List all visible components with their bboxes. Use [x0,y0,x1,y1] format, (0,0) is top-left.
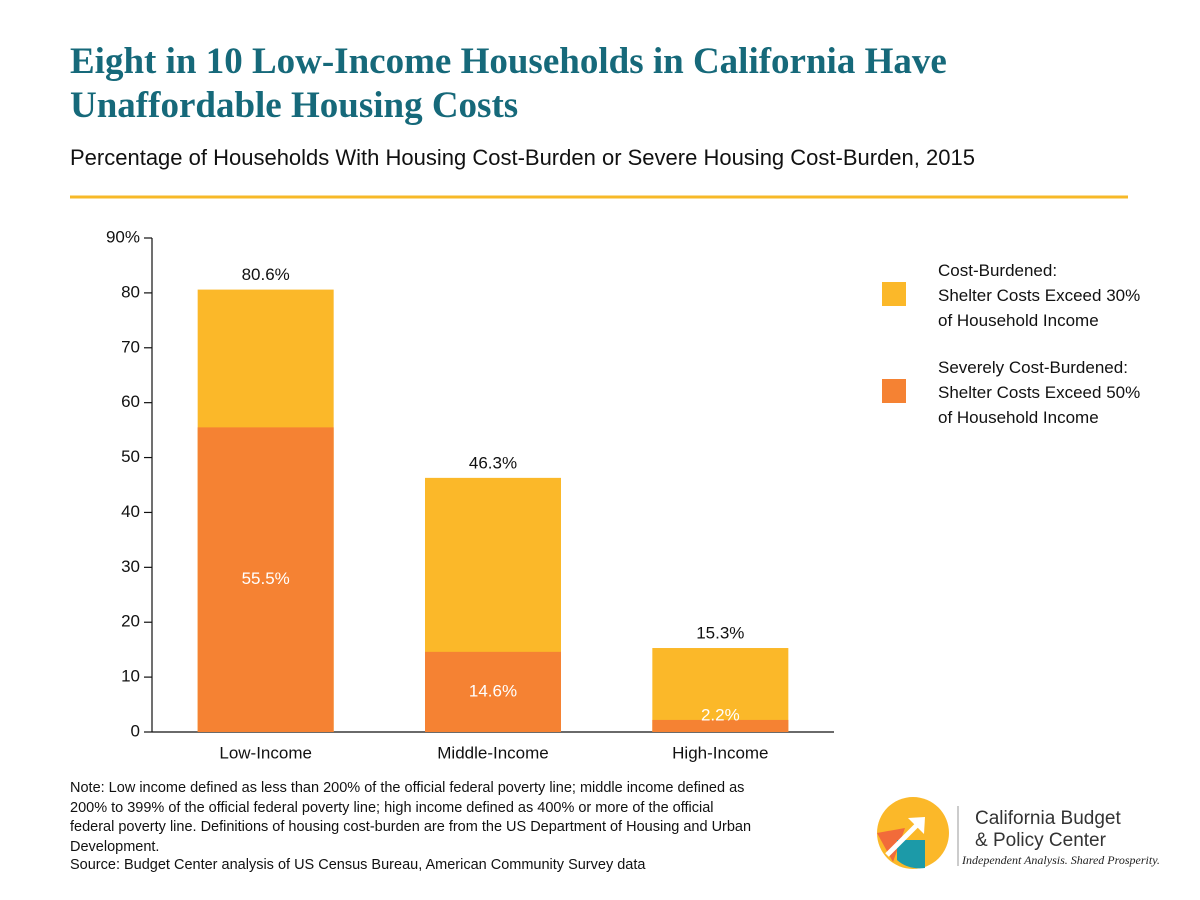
y-tick-label: 90% [106,227,140,246]
y-tick-label: 60 [121,392,140,411]
x-tick-label: High-Income [672,743,768,762]
value-label: 2.2% [701,705,740,724]
source: Source: Budget Center analysis of US Cen… [70,857,646,873]
value-label: 14.6% [469,681,517,700]
chart-subtitle: Percentage of Households With Housing Co… [70,145,975,170]
x-tick-label: Middle-Income [437,743,549,762]
y-tick-label: 80 [121,282,140,301]
chart-title: Eight in 10 Low-Income Households in Cal… [70,41,947,126]
y-tick-label: 20 [121,612,140,631]
y-tick-label: 30 [121,557,140,576]
y-tick-label: 50 [121,447,140,466]
legend-label: Cost-Burdened: Shelter Costs Exceed 30% … [938,261,1141,330]
legend-swatch [882,379,906,403]
value-label: 15.3% [696,624,744,643]
logo-mark [877,797,959,869]
legend-label: Severely Cost-Burdened: Shelter Costs Ex… [938,358,1141,427]
y-tick-label: 10 [121,667,140,686]
bar [652,719,789,732]
bar [197,427,334,732]
value-label: 80.6% [242,265,290,284]
value-label: 46.3% [469,453,517,472]
logo-name: California Budget & Policy Center [975,808,1121,851]
value-label: 55.5% [242,569,290,588]
bar [425,651,561,732]
y-tick-label: 0 [131,721,140,740]
x-tick-label: Low-Income [219,743,312,762]
logo-tagline: Independent Analysis. Shared Prosperity. [962,853,1160,867]
bar [652,648,789,732]
legend-swatch [882,282,906,306]
note: Note: Low income defined as less than 20… [70,780,752,855]
y-tick-label: 70 [121,337,140,356]
y-tick-label: 40 [121,502,140,521]
